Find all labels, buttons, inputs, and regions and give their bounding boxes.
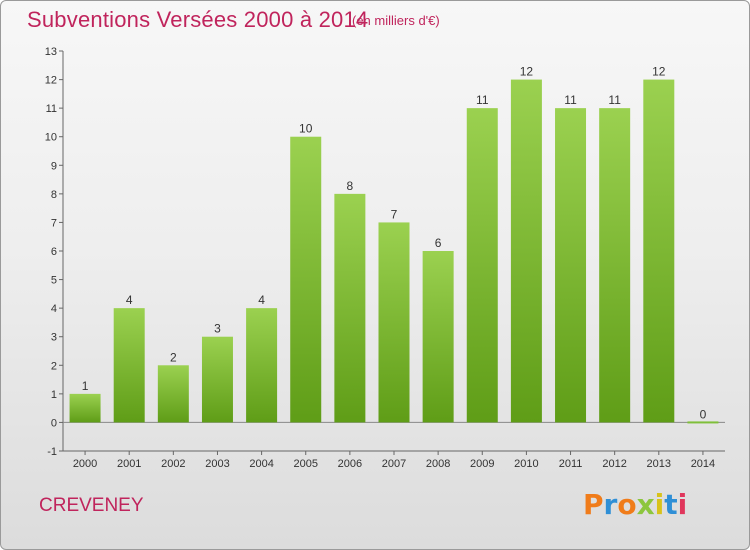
data-label-2006: 8 — [347, 179, 354, 193]
data-labels: 1 4 2 3 4 10 8 7 6 11 12 11 11 12 0 — [82, 65, 707, 422]
x-tick-label: 2012 — [602, 458, 626, 470]
x-tick-label: 2006 — [338, 458, 362, 470]
bar-2009 — [466, 108, 498, 423]
data-label-2000: 1 — [82, 379, 89, 393]
y-tick-label: 13 — [45, 46, 57, 58]
bar-2003 — [201, 336, 233, 423]
x-tick-label: 2010 — [514, 458, 538, 470]
logo-letter: i — [654, 488, 665, 521]
y-tick-label: 0 — [51, 417, 57, 429]
x-tick-label: 2013 — [647, 458, 671, 470]
bar-2008 — [422, 251, 454, 423]
x-axis: 2000 2001 2002 2003 2004 2005 2006 2007 2008 2009… — [63, 421, 725, 470]
x-tick-label: 2002 — [161, 458, 185, 470]
y-tick-label: 1 — [51, 389, 57, 401]
y-tick-label: 11 — [46, 103, 57, 115]
data-label-2001: 4 — [126, 293, 133, 307]
bar-2001 — [113, 308, 145, 423]
proxiti-logo[interactable]: Proxiti — [583, 488, 687, 521]
x-tick-label: 2000 — [73, 458, 97, 470]
commune-name: CREVENEY — [39, 495, 144, 516]
y-tick-label: 6 — [51, 246, 57, 258]
bar-2006 — [334, 193, 366, 423]
y-tick-label: -1 — [47, 446, 57, 458]
y-tick-label: 12 — [45, 75, 57, 87]
y-tick-label: 2 — [51, 360, 57, 372]
chart-title: Subventions Versées 2000 à 2014 — [27, 7, 369, 32]
x-tick-label: 2005 — [293, 458, 317, 470]
logo-letter: r — [603, 488, 618, 521]
data-label-2014: 0 — [700, 407, 707, 421]
y-tick-label: 5 — [51, 275, 57, 287]
bars — [69, 79, 719, 424]
data-label-2011: 11 — [564, 93, 577, 107]
y-tick-label: 3 — [51, 332, 57, 344]
y-tick-label: 7 — [51, 217, 57, 229]
logo-letter: o — [617, 488, 637, 521]
x-tick-label: 2007 — [382, 458, 406, 470]
data-label-2004: 4 — [258, 293, 265, 307]
bar-2011 — [555, 108, 587, 423]
data-label-2009: 11 — [476, 93, 489, 107]
data-label-2012: 11 — [608, 93, 621, 107]
data-label-2005: 10 — [299, 122, 313, 136]
y-tick-label: 10 — [45, 132, 57, 144]
logo-letter: x — [636, 488, 655, 521]
bar-2010 — [510, 79, 542, 423]
data-label-2010: 12 — [520, 65, 534, 79]
data-label-2013: 12 — [652, 65, 666, 79]
x-tick-label: 2014 — [691, 458, 715, 470]
x-tick-label: 2009 — [470, 458, 494, 470]
y-tick-label: 4 — [51, 303, 57, 315]
logo-letter: i — [677, 488, 688, 521]
bar-2000 — [69, 393, 101, 423]
x-tick-label: 2008 — [426, 458, 450, 470]
logo-letter: t — [664, 488, 678, 521]
bar-2012 — [599, 108, 631, 423]
y-tick-label: 8 — [51, 189, 57, 201]
data-label-2007: 7 — [391, 207, 398, 221]
bar-2002 — [157, 365, 189, 423]
x-tick-label: 2001 — [117, 458, 141, 470]
bar-2013 — [643, 79, 675, 423]
logo-letter: P — [583, 488, 604, 521]
x-tick-label: 2011 — [559, 458, 583, 470]
x-tick-label: 2003 — [205, 458, 229, 470]
bar-2004 — [246, 308, 278, 423]
y-tick-label: 9 — [51, 160, 57, 172]
bar-2005 — [290, 136, 322, 423]
chart-subtitle: (en milliers d'€) — [352, 13, 440, 28]
data-label-2003: 3 — [214, 322, 221, 336]
data-label-2002: 2 — [170, 350, 177, 364]
bar-2007 — [378, 222, 410, 423]
bar-2014 — [687, 421, 719, 424]
data-label-2008: 6 — [435, 236, 442, 250]
x-tick-label: 2004 — [249, 458, 273, 470]
